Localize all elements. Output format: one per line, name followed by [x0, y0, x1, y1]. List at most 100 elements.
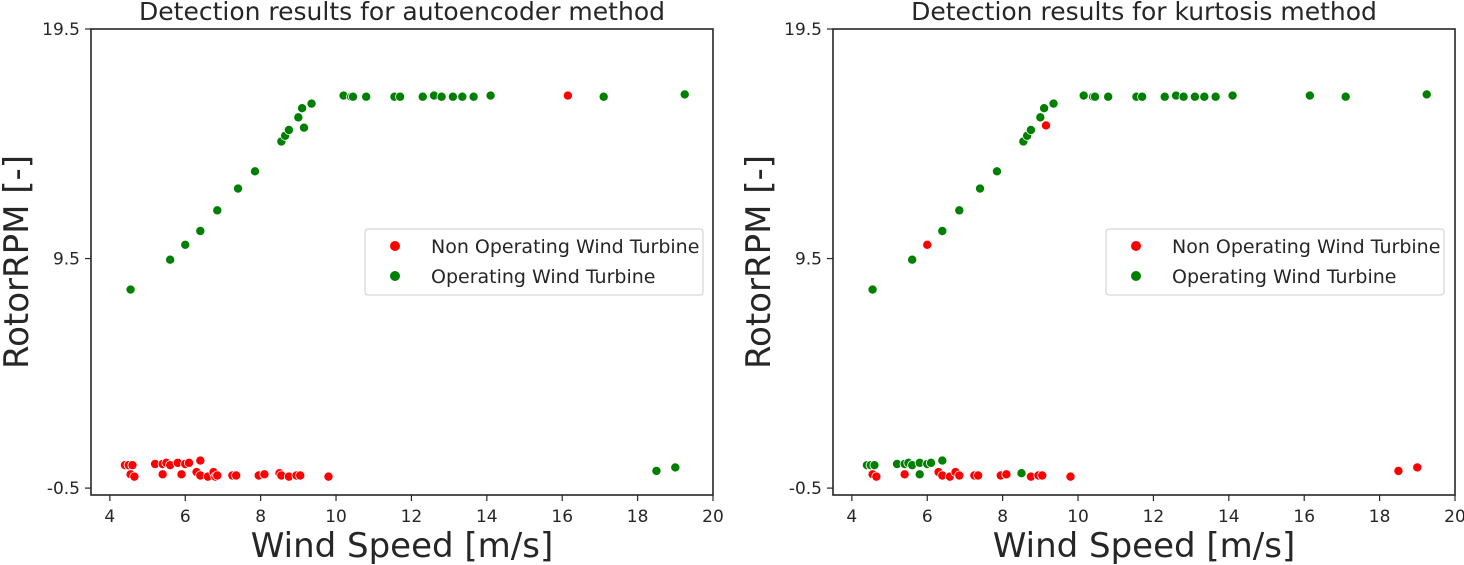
- data-point: [954, 205, 965, 216]
- legend-marker: [390, 271, 400, 281]
- x-tick-label: 4: [104, 507, 115, 527]
- legend-box: [1105, 228, 1445, 296]
- data-point: [436, 91, 447, 102]
- data-point: [1340, 91, 1351, 102]
- data-point: [1393, 465, 1404, 476]
- data-point: [447, 91, 458, 102]
- data-point: [295, 470, 306, 481]
- data-point: [157, 469, 168, 480]
- y-tick-label: 19.5: [42, 20, 80, 40]
- y-tick-label: 9.5: [53, 250, 80, 270]
- autoencoder-panel: Detection results for autoencoder method…: [0, 0, 724, 565]
- data-point: [937, 226, 948, 237]
- legend-entry-label: Non Operating Wind Turbine: [1172, 236, 1440, 258]
- data-point: [869, 460, 880, 471]
- data-point: [298, 122, 309, 133]
- data-point: [165, 254, 176, 265]
- legend-box: [364, 228, 704, 296]
- y-tick-label: 9.5: [795, 250, 822, 270]
- legend-entry-label: Non Operating Wind Turbine: [431, 236, 699, 258]
- data-point: [306, 98, 317, 109]
- y-axis-label: RotorRPM [-]: [0, 155, 37, 369]
- data-point: [899, 469, 910, 480]
- legend-marker: [390, 241, 400, 251]
- data-point: [991, 166, 1002, 177]
- data-point: [1159, 91, 1170, 102]
- data-point: [395, 91, 406, 102]
- x-tick-label: 8: [997, 507, 1008, 527]
- plot-area-frame: [832, 28, 1456, 496]
- series-non-operating: [119, 90, 573, 482]
- data-point: [1304, 90, 1315, 101]
- data-point: [323, 471, 334, 482]
- data-point: [259, 469, 270, 480]
- y-tick-label: -0.5: [47, 479, 80, 499]
- data-point: [1078, 90, 1089, 101]
- data-point: [347, 91, 358, 102]
- data-point: [1178, 91, 1189, 102]
- x-tick-label: 20: [702, 507, 724, 527]
- data-point: [1040, 120, 1051, 131]
- data-point: [1137, 91, 1148, 102]
- data-point: [195, 226, 206, 237]
- x-tick-label: 16: [551, 507, 573, 527]
- data-point: [562, 90, 573, 101]
- data-point: [212, 205, 223, 216]
- legend: Non Operating Wind Turbine Operating Wind…: [364, 228, 704, 296]
- data-point: [180, 239, 191, 250]
- data-point: [125, 284, 136, 295]
- data-point: [1025, 125, 1036, 136]
- x-tick-label: 4: [846, 507, 857, 527]
- legend: Non Operating Wind Turbine Operating Wind…: [1105, 228, 1445, 296]
- data-point: [1089, 91, 1100, 102]
- data-point: [468, 91, 479, 102]
- data-point: [975, 183, 986, 194]
- data-point: [1199, 91, 1210, 102]
- data-point: [1227, 90, 1238, 101]
- kurtosis-panel: Detection results for kurtosis method 4 6 8…: [739, 0, 1464, 565]
- data-point: [937, 455, 948, 466]
- legend-marker: [1131, 241, 1141, 251]
- data-point: [129, 471, 140, 482]
- data-point: [127, 460, 138, 471]
- data-point: [249, 166, 260, 177]
- data-point: [598, 91, 609, 102]
- legend-entry-label: Operating Wind Turbine: [1172, 266, 1396, 288]
- y-tick-label: -0.5: [789, 479, 822, 499]
- data-point: [297, 103, 308, 114]
- x-tick-label: 8: [255, 507, 266, 527]
- data-point: [1065, 471, 1076, 482]
- data-point: [212, 470, 223, 481]
- x-tick-label: 12: [1143, 507, 1165, 527]
- x-tick-label: 18: [1369, 507, 1391, 527]
- data-point: [1035, 112, 1046, 123]
- data-point: [651, 465, 662, 476]
- data-point: [907, 254, 918, 265]
- data-point: [233, 183, 244, 194]
- x-tick-label: 18: [627, 507, 649, 527]
- y-axis-label: RotorRPM [-]: [739, 155, 779, 369]
- data-point: [679, 89, 690, 100]
- data-point: [1048, 98, 1059, 109]
- x-axis-label: Wind Speed [m/s]: [993, 526, 1295, 565]
- legend-marker: [1131, 271, 1141, 281]
- data-point: [1037, 470, 1048, 481]
- x-tick-label: 10: [325, 507, 347, 527]
- data-point: [1210, 91, 1221, 102]
- x-tick-label: 20: [1444, 507, 1464, 527]
- x-tick-label: 6: [180, 507, 191, 527]
- plot-area-frame: [90, 28, 714, 496]
- data-point: [1421, 89, 1432, 100]
- series-operating: [861, 89, 1432, 480]
- data-point: [1039, 103, 1050, 114]
- x-tick-label: 12: [401, 507, 423, 527]
- data-point: [871, 471, 882, 482]
- chart-title: Detection results for kurtosis method: [911, 0, 1377, 26]
- data-point: [1189, 91, 1200, 102]
- data-point: [195, 455, 206, 466]
- x-tick-label: 14: [1218, 507, 1240, 527]
- data-point: [954, 470, 965, 481]
- data-point: [485, 90, 496, 101]
- data-point: [231, 470, 242, 481]
